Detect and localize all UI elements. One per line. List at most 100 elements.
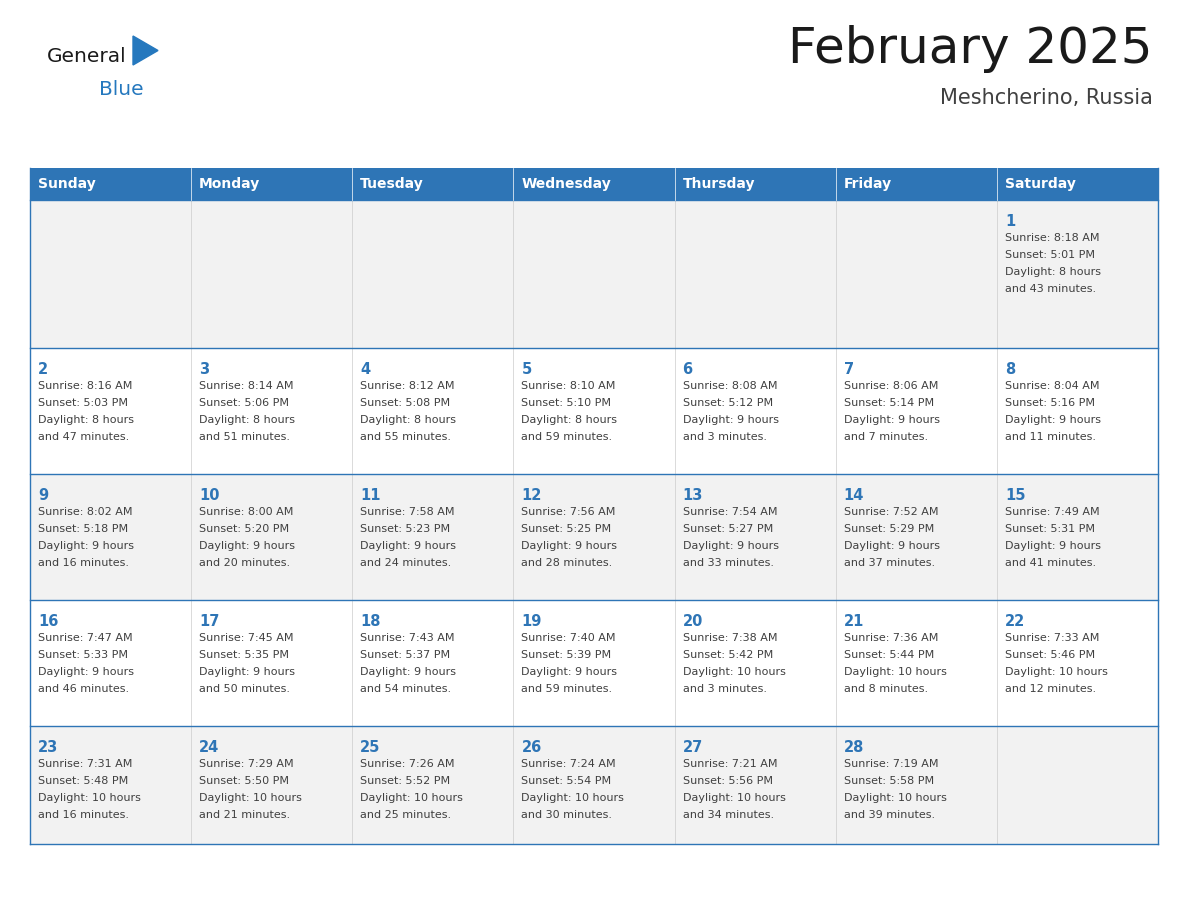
Text: Sunset: 5:14 PM: Sunset: 5:14 PM — [843, 398, 934, 408]
Text: 21: 21 — [843, 614, 864, 629]
Bar — [353, 726, 513, 844]
Text: 3: 3 — [200, 362, 209, 377]
Text: Sunrise: 7:21 AM: Sunrise: 7:21 AM — [683, 759, 777, 769]
Text: Sunset: 5:50 PM: Sunset: 5:50 PM — [200, 776, 289, 786]
Bar — [675, 600, 835, 726]
Text: Daylight: 10 hours: Daylight: 10 hours — [1005, 667, 1107, 677]
Text: Daylight: 9 hours: Daylight: 9 hours — [200, 667, 295, 677]
Text: 22: 22 — [1005, 614, 1025, 629]
Text: Sunset: 5:31 PM: Sunset: 5:31 PM — [1005, 524, 1095, 534]
Bar — [513, 168, 675, 200]
Bar — [30, 168, 191, 200]
Text: Daylight: 9 hours: Daylight: 9 hours — [683, 541, 778, 551]
Bar — [513, 726, 675, 844]
Bar — [513, 348, 675, 474]
Text: Daylight: 9 hours: Daylight: 9 hours — [200, 541, 295, 551]
Text: Sunset: 5:39 PM: Sunset: 5:39 PM — [522, 650, 612, 660]
Text: Sunrise: 7:31 AM: Sunrise: 7:31 AM — [38, 759, 132, 769]
Bar — [353, 600, 513, 726]
Text: Sunrise: 8:12 AM: Sunrise: 8:12 AM — [360, 381, 455, 391]
Bar — [513, 600, 675, 726]
Bar — [675, 348, 835, 474]
Bar — [191, 474, 353, 600]
Text: Sunrise: 7:29 AM: Sunrise: 7:29 AM — [200, 759, 293, 769]
Text: Sunset: 5:25 PM: Sunset: 5:25 PM — [522, 524, 612, 534]
Text: 17: 17 — [200, 614, 220, 629]
Text: Daylight: 9 hours: Daylight: 9 hours — [1005, 541, 1101, 551]
Text: and 37 minutes.: and 37 minutes. — [843, 558, 935, 568]
Text: Daylight: 10 hours: Daylight: 10 hours — [360, 793, 463, 803]
Text: and 41 minutes.: and 41 minutes. — [1005, 558, 1097, 568]
Bar — [191, 200, 353, 348]
Text: Sunset: 5:58 PM: Sunset: 5:58 PM — [843, 776, 934, 786]
Text: 28: 28 — [843, 740, 864, 755]
Text: Daylight: 10 hours: Daylight: 10 hours — [843, 667, 947, 677]
Text: 14: 14 — [843, 488, 864, 503]
Text: Blue: Blue — [99, 80, 144, 99]
Text: Daylight: 8 hours: Daylight: 8 hours — [360, 415, 456, 425]
Text: and 24 minutes.: and 24 minutes. — [360, 558, 451, 568]
Text: and 3 minutes.: and 3 minutes. — [683, 432, 766, 442]
Bar — [675, 200, 835, 348]
Bar — [675, 168, 835, 200]
Text: and 12 minutes.: and 12 minutes. — [1005, 684, 1097, 694]
Bar — [191, 726, 353, 844]
Bar — [191, 168, 353, 200]
Text: Daylight: 10 hours: Daylight: 10 hours — [200, 793, 302, 803]
Text: Thursday: Thursday — [683, 177, 756, 191]
Text: and 7 minutes.: and 7 minutes. — [843, 432, 928, 442]
Text: 23: 23 — [38, 740, 58, 755]
Text: Saturday: Saturday — [1005, 177, 1075, 191]
Text: Sunrise: 7:52 AM: Sunrise: 7:52 AM — [843, 507, 939, 517]
Text: Daylight: 10 hours: Daylight: 10 hours — [683, 667, 785, 677]
Bar — [191, 348, 353, 474]
Text: Wednesday: Wednesday — [522, 177, 611, 191]
Text: Sunset: 5:56 PM: Sunset: 5:56 PM — [683, 776, 772, 786]
Text: General: General — [48, 47, 127, 66]
Text: Sunrise: 7:26 AM: Sunrise: 7:26 AM — [360, 759, 455, 769]
Text: Sunrise: 8:00 AM: Sunrise: 8:00 AM — [200, 507, 293, 517]
Text: Friday: Friday — [843, 177, 892, 191]
Text: Sunrise: 7:58 AM: Sunrise: 7:58 AM — [360, 507, 455, 517]
Text: Sunrise: 8:10 AM: Sunrise: 8:10 AM — [522, 381, 615, 391]
Text: Sunset: 5:44 PM: Sunset: 5:44 PM — [843, 650, 934, 660]
Bar — [353, 474, 513, 600]
Text: and 47 minutes.: and 47 minutes. — [38, 432, 129, 442]
Text: Sunset: 5:20 PM: Sunset: 5:20 PM — [200, 524, 289, 534]
Bar — [997, 474, 1158, 600]
Text: and 54 minutes.: and 54 minutes. — [360, 684, 451, 694]
Text: and 8 minutes.: and 8 minutes. — [843, 684, 928, 694]
Text: Daylight: 8 hours: Daylight: 8 hours — [200, 415, 295, 425]
Text: Daylight: 9 hours: Daylight: 9 hours — [843, 415, 940, 425]
Bar — [997, 168, 1158, 200]
Text: Sunset: 5:06 PM: Sunset: 5:06 PM — [200, 398, 289, 408]
Text: 15: 15 — [1005, 488, 1025, 503]
Bar — [30, 348, 191, 474]
Text: 20: 20 — [683, 614, 703, 629]
Text: Daylight: 10 hours: Daylight: 10 hours — [38, 793, 141, 803]
Text: Sunset: 5:29 PM: Sunset: 5:29 PM — [843, 524, 934, 534]
Text: and 46 minutes.: and 46 minutes. — [38, 684, 129, 694]
Bar — [353, 200, 513, 348]
Bar — [835, 600, 997, 726]
Bar — [30, 600, 191, 726]
Bar — [675, 474, 835, 600]
Bar — [997, 726, 1158, 844]
Text: 16: 16 — [38, 614, 58, 629]
Text: Sunset: 5:18 PM: Sunset: 5:18 PM — [38, 524, 128, 534]
Bar — [513, 474, 675, 600]
Text: and 11 minutes.: and 11 minutes. — [1005, 432, 1095, 442]
Bar — [835, 474, 997, 600]
Text: Sunset: 5:52 PM: Sunset: 5:52 PM — [360, 776, 450, 786]
Text: and 59 minutes.: and 59 minutes. — [522, 432, 613, 442]
Text: Sunrise: 7:38 AM: Sunrise: 7:38 AM — [683, 633, 777, 643]
Text: Sunset: 5:12 PM: Sunset: 5:12 PM — [683, 398, 772, 408]
Text: and 39 minutes.: and 39 minutes. — [843, 810, 935, 820]
Text: Daylight: 9 hours: Daylight: 9 hours — [360, 667, 456, 677]
Text: 13: 13 — [683, 488, 703, 503]
Text: Sunrise: 8:08 AM: Sunrise: 8:08 AM — [683, 381, 777, 391]
Text: Monday: Monday — [200, 177, 260, 191]
Text: Sunrise: 7:45 AM: Sunrise: 7:45 AM — [200, 633, 293, 643]
Text: Sunset: 5:42 PM: Sunset: 5:42 PM — [683, 650, 773, 660]
Text: Sunrise: 8:04 AM: Sunrise: 8:04 AM — [1005, 381, 1099, 391]
